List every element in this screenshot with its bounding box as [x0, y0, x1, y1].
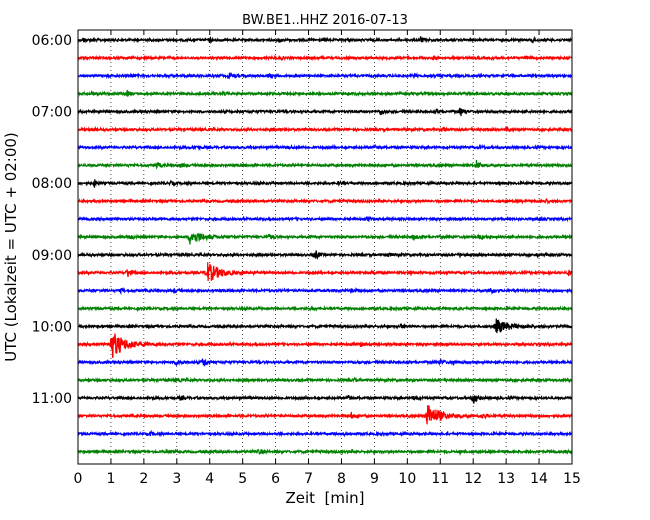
y-tick-label: 06:00 [32, 33, 72, 49]
x-tick-label: 3 [172, 471, 181, 487]
trace-row [77, 405, 573, 425]
trace-row [77, 448, 573, 456]
trace-row [77, 89, 573, 98]
x-tick-label: 2 [139, 471, 148, 487]
chart-title: BW.BE1..HHZ 2016-07-13 [242, 13, 408, 28]
trace-row [77, 54, 573, 62]
x-tick-label: 14 [530, 471, 548, 487]
plot-frame [77, 29, 573, 465]
trace-row [77, 215, 573, 223]
trace-row [77, 286, 573, 296]
x-tick-label: 11 [431, 471, 449, 487]
x-tick-label: 9 [370, 471, 379, 487]
trace-row [77, 107, 573, 117]
x-tick-label: 10 [398, 471, 416, 487]
vertical-grid [110, 30, 540, 464]
y-tick-label: 11:00 [32, 391, 72, 407]
y-axis-label: UTC (Lokalzeit = UTC + 02:00) [2, 132, 20, 362]
trace-row [77, 232, 573, 245]
x-tick-label: 1 [106, 471, 115, 487]
trace-row [77, 35, 573, 45]
trace-row [77, 318, 573, 334]
y-tick-label: 07:00 [32, 105, 72, 121]
trace-row [77, 250, 573, 260]
trace-row [77, 159, 573, 170]
trace-row [77, 305, 573, 312]
trace-row [77, 262, 573, 282]
x-axis-label: Zeit [min] [285, 489, 364, 507]
trace-row [77, 179, 573, 188]
trace-row [77, 394, 573, 404]
x-tick-label: 8 [337, 471, 346, 487]
x-tick-label: 7 [304, 471, 313, 487]
trace-rows [77, 35, 573, 456]
trace-row [77, 429, 573, 438]
y-tick-label: 10:00 [32, 319, 72, 335]
x-tick-label: 15 [563, 471, 581, 487]
y-tick-label: 09:00 [32, 248, 72, 264]
trace-row [77, 358, 573, 367]
x-tick-label: 6 [271, 471, 280, 487]
trace-row [77, 143, 573, 151]
y-tick-label: 08:00 [32, 176, 72, 192]
x-tick-label: 0 [74, 471, 83, 487]
trace-row [77, 333, 573, 358]
x-tick-label: 5 [238, 471, 247, 487]
trace-row [77, 125, 573, 133]
x-tick-label: 12 [464, 471, 482, 487]
trace-row [77, 72, 573, 80]
trace-row [77, 197, 573, 205]
trace-row [77, 376, 573, 384]
y-axis-ticks: 06:00 07:00 08:00 09:00 10:00 11:00 [32, 33, 572, 407]
x-axis-ticks: 0 1 2 3 4 5 6 7 8 9 10 11 12 13 14 15 [74, 30, 581, 487]
x-tick-label: 4 [205, 471, 214, 487]
x-tick-label: 13 [497, 471, 515, 487]
